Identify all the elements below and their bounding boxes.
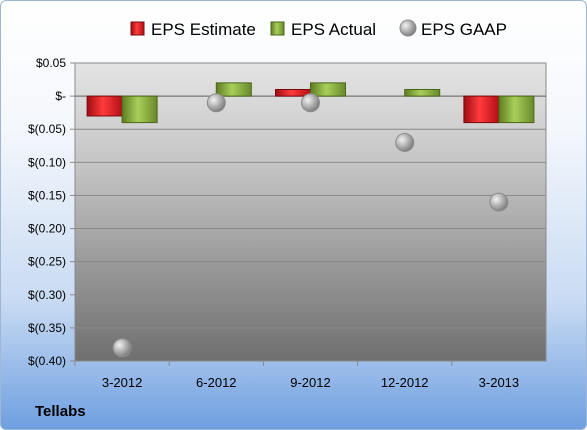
eps-estimate-bar xyxy=(463,95,500,124)
y-tick-label: $(0.25) xyxy=(28,255,66,269)
y-tick-label: $(0.40) xyxy=(28,354,66,368)
y-tick-label: $(0.05) xyxy=(28,122,66,136)
eps-actual-bar xyxy=(310,82,346,97)
legend-swatch-actual xyxy=(270,21,285,36)
eps-gaap-point xyxy=(301,93,320,113)
legend-swatch-estimate xyxy=(130,21,145,36)
x-tick-label: 12-2012 xyxy=(381,375,429,390)
y-tick-label: $(0.15) xyxy=(28,188,66,202)
y-tick-label: $(0.30) xyxy=(28,288,66,302)
x-tick-label: 3-2013 xyxy=(479,375,519,390)
eps-gaap-point xyxy=(206,93,226,113)
x-tick-label: 6-2012 xyxy=(196,375,236,390)
eps-gaap-point xyxy=(112,338,132,358)
y-tick-label: $(0.10) xyxy=(28,155,66,169)
x-tick-label: 9-2012 xyxy=(290,375,330,390)
x-tick-label: 3-2012 xyxy=(102,375,142,390)
eps-actual-bar xyxy=(404,88,441,97)
y-tick-label: $- xyxy=(55,89,66,103)
bars xyxy=(86,82,535,124)
y-tick-label: $(0.20) xyxy=(28,222,66,236)
eps-estimate-bar xyxy=(86,95,123,117)
eps-actual-bar xyxy=(215,82,252,97)
eps-gaap-point xyxy=(489,192,509,212)
eps-gaap-point xyxy=(395,132,415,152)
x-axis: 3-2012 6-2012 9-2012 12-2012 3-2013 xyxy=(74,361,519,390)
company-label: Tellabs xyxy=(35,403,86,420)
legend-label: EPS Actual xyxy=(291,20,376,39)
legend-label: EPS GAAP xyxy=(421,20,507,39)
y-axis: $0.05 $- $(0.05) $(0.10) $(0.15) $(0.20) $(0.2… xyxy=(28,56,76,368)
y-tick-label: $0.05 xyxy=(36,56,66,70)
legend-swatch-gaap xyxy=(399,19,417,37)
y-tick-label: $(0.35) xyxy=(28,321,66,335)
gaap-markers xyxy=(112,93,509,358)
legend: EPS Estimate EPS Actual EPS GAAP xyxy=(130,19,507,39)
eps-actual-bar xyxy=(498,95,535,124)
legend-label: EPS Estimate xyxy=(151,20,256,39)
eps-actual-bar xyxy=(121,95,158,124)
